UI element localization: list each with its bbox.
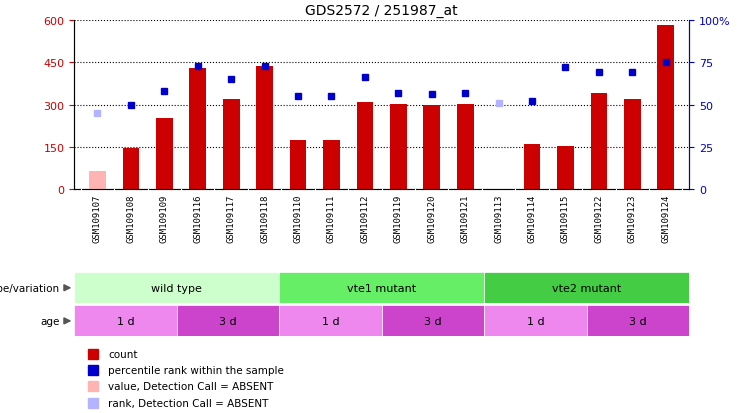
- Bar: [423, 106, 440, 190]
- Text: GSM109113: GSM109113: [494, 194, 503, 242]
- Text: GSM109120: GSM109120: [428, 194, 436, 242]
- Bar: [382, 306, 484, 337]
- Text: GSM109118: GSM109118: [260, 194, 269, 242]
- Text: 1 d: 1 d: [116, 316, 134, 326]
- Bar: [176, 306, 279, 337]
- Text: 1 d: 1 d: [527, 316, 544, 326]
- Text: age: age: [40, 316, 59, 326]
- Bar: [279, 273, 484, 304]
- Bar: [156, 119, 173, 190]
- Bar: [323, 140, 340, 190]
- Text: wild type: wild type: [151, 283, 202, 293]
- Bar: [122, 148, 139, 190]
- Text: GSM109123: GSM109123: [628, 194, 637, 242]
- Text: GSM109124: GSM109124: [661, 194, 670, 242]
- Text: genotype/variation: genotype/variation: [0, 283, 59, 293]
- Text: GSM109108: GSM109108: [127, 194, 136, 242]
- Bar: [74, 273, 279, 304]
- Title: GDS2572 / 251987_at: GDS2572 / 251987_at: [305, 4, 458, 18]
- Text: vte2 mutant: vte2 mutant: [552, 283, 621, 293]
- Text: GSM109122: GSM109122: [594, 194, 603, 242]
- Bar: [657, 26, 674, 190]
- Bar: [456, 105, 473, 190]
- Bar: [279, 306, 382, 337]
- Text: GSM109115: GSM109115: [561, 194, 570, 242]
- Bar: [356, 102, 373, 190]
- Text: count: count: [108, 349, 137, 359]
- Text: vte1 mutant: vte1 mutant: [347, 283, 416, 293]
- Text: 3 d: 3 d: [629, 316, 647, 326]
- Text: GSM109116: GSM109116: [193, 194, 202, 242]
- Bar: [624, 100, 641, 190]
- Bar: [223, 100, 239, 190]
- Text: GSM109111: GSM109111: [327, 194, 336, 242]
- Bar: [256, 66, 273, 190]
- Text: 3 d: 3 d: [219, 316, 236, 326]
- Text: GSM109121: GSM109121: [461, 194, 470, 242]
- Text: GSM109112: GSM109112: [360, 194, 370, 242]
- Bar: [587, 306, 689, 337]
- Bar: [484, 306, 587, 337]
- Text: 1 d: 1 d: [322, 316, 339, 326]
- Bar: [290, 140, 307, 190]
- Text: GSM109110: GSM109110: [293, 194, 302, 242]
- Text: GSM109107: GSM109107: [93, 194, 102, 242]
- Bar: [524, 145, 540, 190]
- Bar: [591, 94, 607, 190]
- Text: GSM109117: GSM109117: [227, 194, 236, 242]
- Bar: [484, 273, 689, 304]
- Text: GSM109119: GSM109119: [393, 194, 403, 242]
- Bar: [557, 147, 574, 190]
- Text: rank, Detection Call = ABSENT: rank, Detection Call = ABSENT: [108, 398, 268, 408]
- Text: percentile rank within the sample: percentile rank within the sample: [108, 365, 284, 375]
- Bar: [190, 69, 206, 190]
- Text: GSM109114: GSM109114: [528, 194, 536, 242]
- Text: 3 d: 3 d: [424, 316, 442, 326]
- Text: value, Detection Call = ABSENT: value, Detection Call = ABSENT: [108, 382, 273, 392]
- Bar: [390, 105, 407, 190]
- Bar: [89, 172, 106, 190]
- Text: GSM109109: GSM109109: [160, 194, 169, 242]
- Bar: [74, 306, 176, 337]
